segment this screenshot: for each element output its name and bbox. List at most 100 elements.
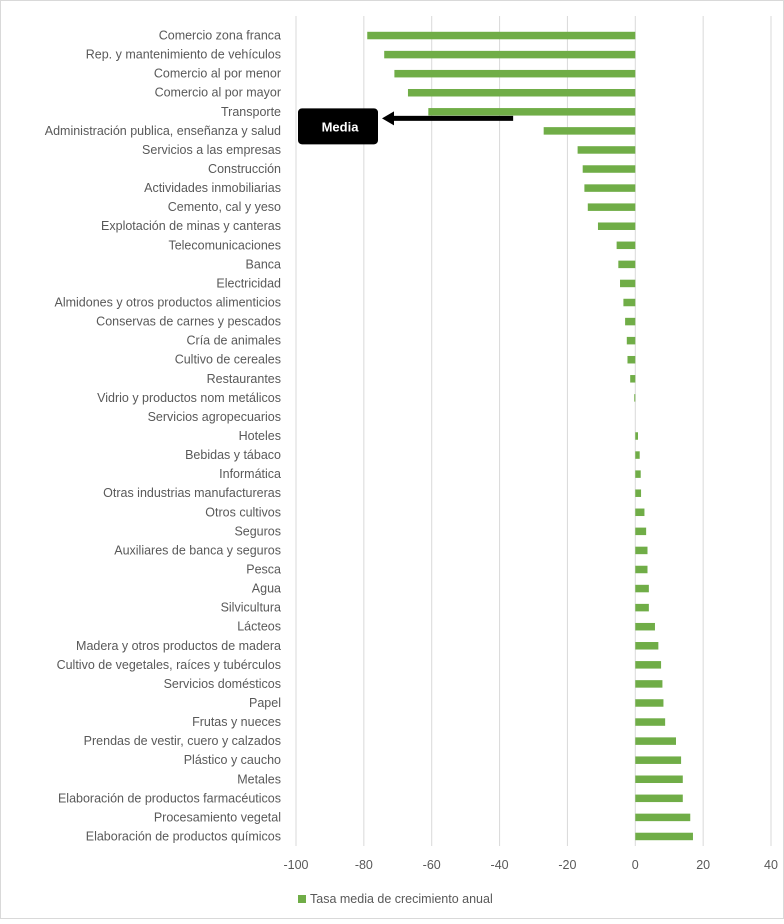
legend-label: Tasa media de crecimiento anual xyxy=(310,892,493,906)
category-label: Procesamiento vegetal xyxy=(154,810,281,824)
category-label: Elaboración de productos químicos xyxy=(86,829,281,843)
bar xyxy=(635,566,647,574)
category-label: Papel xyxy=(249,696,281,710)
category-label: Servicios a las empresas xyxy=(142,143,281,157)
bar xyxy=(578,146,636,154)
category-label: Bebidas y tábaco xyxy=(185,448,281,462)
bar xyxy=(635,699,663,707)
bar xyxy=(588,203,636,211)
category-label: Administración publica, enseñanza y salu… xyxy=(45,124,281,138)
category-label: Metales xyxy=(237,772,281,786)
x-tick-label: -80 xyxy=(355,858,373,872)
bar xyxy=(630,375,635,383)
bar xyxy=(384,51,635,59)
category-label: Otros cultivos xyxy=(205,505,281,519)
x-tick-label: 20 xyxy=(696,858,710,872)
category-label: Cría de animales xyxy=(187,334,282,348)
category-label: Electricidad xyxy=(216,276,281,290)
category-label: Servicios agropecuarios xyxy=(148,410,281,424)
bar xyxy=(635,451,639,459)
category-label: Pesca xyxy=(246,562,281,576)
bar xyxy=(617,242,636,250)
category-label: Silvicultura xyxy=(221,601,281,615)
category-label: Rep. y mantenimiento de vehículos xyxy=(86,48,281,62)
bar xyxy=(635,547,647,555)
legend-swatch xyxy=(298,895,306,903)
bar xyxy=(428,108,635,116)
bar xyxy=(627,337,635,345)
bar xyxy=(598,222,635,230)
bar xyxy=(635,528,646,536)
x-tick-label: 0 xyxy=(632,858,639,872)
bar xyxy=(394,70,635,78)
bar xyxy=(635,718,665,726)
x-tick-label: -20 xyxy=(558,858,576,872)
category-label: Frutas y nueces xyxy=(192,715,281,729)
bar xyxy=(635,509,644,516)
bar xyxy=(635,756,681,764)
bar xyxy=(635,432,638,440)
category-label: Seguros xyxy=(234,524,281,538)
category-label: Comercio al por menor xyxy=(154,67,281,81)
category-label: Lácteos xyxy=(237,620,281,634)
bar xyxy=(583,165,636,173)
x-tick-label: -100 xyxy=(283,858,308,872)
category-label: Hoteles xyxy=(239,429,281,443)
category-label: Conservas de carnes y pescados xyxy=(96,315,281,329)
bar xyxy=(635,585,649,593)
category-label: Telecomunicaciones xyxy=(168,238,281,252)
category-label: Comercio al por mayor xyxy=(155,86,281,100)
category-label: Actividades inmobiliarias xyxy=(144,181,281,195)
bar xyxy=(625,318,635,326)
bar xyxy=(635,604,649,612)
category-label: Almidones y otros productos alimenticios xyxy=(55,296,282,310)
bar xyxy=(635,489,641,497)
bar xyxy=(635,661,661,669)
category-label: Plástico y caucho xyxy=(184,753,281,767)
bar xyxy=(635,680,662,688)
category-label: Elaboración de productos farmacéuticos xyxy=(58,791,281,805)
bar xyxy=(544,127,636,135)
callout-label: Media xyxy=(322,119,360,134)
category-label: Auxiliares de banca y seguros xyxy=(114,543,281,557)
category-label: Informática xyxy=(219,467,281,481)
category-label: Servicios domésticos xyxy=(164,677,281,691)
category-label: Otras industrias manufactureras xyxy=(103,486,281,500)
bar xyxy=(634,394,635,402)
category-label: Comercio zona franca xyxy=(159,29,281,43)
bar xyxy=(623,299,635,307)
bar xyxy=(635,737,676,745)
bar xyxy=(635,833,693,841)
category-label: Vidrio y productos nom metálicos xyxy=(97,391,281,405)
category-label: Madera y otros productos de madera xyxy=(76,639,281,653)
category-label: Banca xyxy=(246,257,281,271)
bar xyxy=(635,776,683,784)
bar xyxy=(620,280,635,288)
category-label: Cultivo de cereales xyxy=(175,353,281,367)
category-label: Cemento, cal y yeso xyxy=(168,200,281,214)
x-tick-label: 40 xyxy=(764,858,778,872)
category-label: Construcción xyxy=(208,162,281,176)
category-label: Prendas de vestir, cuero y calzados xyxy=(84,734,281,748)
bar xyxy=(635,470,640,478)
bar xyxy=(635,642,658,650)
category-label: Cultivo de vegetales, raíces y tubérculo… xyxy=(57,658,281,672)
category-label: Agua xyxy=(252,582,281,596)
category-label: Transporte xyxy=(221,105,281,119)
bar xyxy=(367,32,635,39)
category-label: Explotación de minas y canteras xyxy=(101,219,281,233)
bar xyxy=(408,89,635,97)
bar xyxy=(584,184,635,192)
x-tick-label: -60 xyxy=(423,858,441,872)
arrow-shaft xyxy=(392,116,513,121)
legend: Tasa media de crecimiento anual xyxy=(298,892,493,906)
bar xyxy=(635,795,683,803)
x-tick-label: -40 xyxy=(491,858,509,872)
bar xyxy=(635,623,655,631)
bar xyxy=(627,356,635,364)
category-label: Restaurantes xyxy=(207,372,281,386)
bar xyxy=(635,814,690,822)
bar xyxy=(618,261,635,269)
